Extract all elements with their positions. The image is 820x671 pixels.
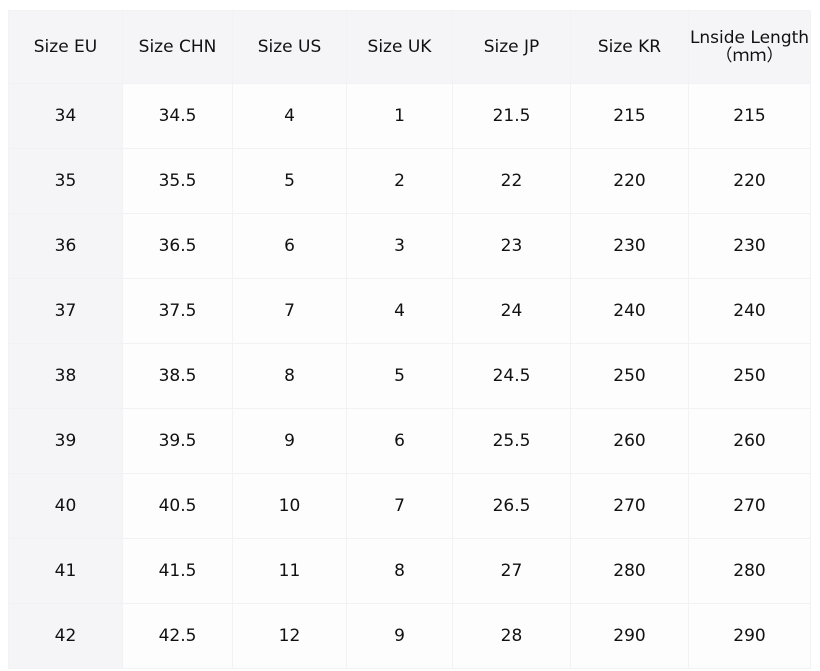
table-cell: 290 (688, 603, 811, 669)
table-cell: 42.5 (122, 603, 233, 669)
table-cell: 36.5 (122, 213, 233, 279)
header-inside-length-label: Lnside Length (689, 28, 810, 48)
table-cell: 220 (688, 148, 811, 214)
table-cell: 260 (688, 408, 811, 474)
table-cell: 215 (688, 83, 811, 149)
table-cell: 11 (232, 538, 347, 604)
table-cell: 250 (688, 343, 811, 409)
table-cell: 40 (8, 473, 123, 539)
table-cell: 9 (232, 408, 347, 474)
table-cell: 7 (346, 473, 453, 539)
table-cell: 9 (346, 603, 453, 669)
table-cell: 8 (232, 343, 347, 409)
table-cell: 28 (452, 603, 571, 669)
table-cell: 12 (232, 603, 347, 669)
table-cell: 250 (570, 343, 689, 409)
table-cell: 280 (688, 538, 811, 604)
table-cell: 4 (232, 83, 347, 149)
table-cell: 25.5 (452, 408, 571, 474)
table-cell: 38.5 (122, 343, 233, 409)
table-cell: 27 (452, 538, 571, 604)
table-cell: 290 (570, 603, 689, 669)
header-size-us: Size US (232, 10, 347, 84)
table-cell: 39 (8, 408, 123, 474)
table-cell: 37 (8, 278, 123, 344)
header-inside-length-unit: （ｍｍ） (715, 46, 784, 66)
table-cell: 38 (8, 343, 123, 409)
header-size-chn: Size CHN (122, 10, 233, 84)
table-cell: 41.5 (122, 538, 233, 604)
table-row: 36 36.5 6 3 23 230 230 (8, 213, 811, 279)
table-cell: 1 (346, 83, 453, 149)
table-row: 37 37.5 7 4 24 240 240 (8, 278, 811, 344)
table-cell: 270 (570, 473, 689, 539)
table-cell: 34.5 (122, 83, 233, 149)
table-cell: 230 (688, 213, 811, 279)
table-cell: 240 (688, 278, 811, 344)
header-row: Size EU Size CHN Size US Size UK Size JP… (8, 10, 811, 84)
table-cell: 2 (346, 148, 453, 214)
table-cell: 42 (8, 603, 123, 669)
table-cell: 22 (452, 148, 571, 214)
table-cell: 270 (688, 473, 811, 539)
table-cell: 8 (346, 538, 453, 604)
table-cell: 280 (570, 538, 689, 604)
table-cell: 35.5 (122, 148, 233, 214)
table-row: 42 42.5 12 9 28 290 290 (8, 603, 811, 669)
table-cell: 26.5 (452, 473, 571, 539)
table-cell: 5 (346, 343, 453, 409)
table-row: 35 35.5 5 2 22 220 220 (8, 148, 811, 214)
table-cell: 220 (570, 148, 689, 214)
table-cell: 6 (346, 408, 453, 474)
table-cell: 240 (570, 278, 689, 344)
table-cell: 215 (570, 83, 689, 149)
table-cell: 24.5 (452, 343, 571, 409)
table-cell: 6 (232, 213, 347, 279)
table-row: 39 39.5 9 6 25.5 260 260 (8, 408, 811, 474)
table-row: 38 38.5 8 5 24.5 250 250 (8, 343, 811, 409)
table-cell: 35 (8, 148, 123, 214)
table-row: 40 40.5 10 7 26.5 270 270 (8, 473, 811, 539)
table-cell: 24 (452, 278, 571, 344)
header-size-uk: Size UK (346, 10, 453, 84)
table-row: 41 41.5 11 8 27 280 280 (8, 538, 811, 604)
header-size-jp: Size JP (452, 10, 571, 84)
table-cell: 36 (8, 213, 123, 279)
table-cell: 3 (346, 213, 453, 279)
table-cell: 21.5 (452, 83, 571, 149)
table-cell: 260 (570, 408, 689, 474)
header-size-kr: Size KR (570, 10, 689, 84)
table-cell: 39.5 (122, 408, 233, 474)
table-cell: 23 (452, 213, 571, 279)
table-cell: 34 (8, 83, 123, 149)
header-inside-length: Lnside Length （ｍｍ） (688, 10, 811, 84)
table-row: 34 34.5 4 1 21.5 215 215 (8, 83, 811, 149)
table-cell: 4 (346, 278, 453, 344)
table-cell: 37.5 (122, 278, 233, 344)
table-cell: 10 (232, 473, 347, 539)
size-chart-table: Size EU Size CHN Size US Size UK Size JP… (8, 10, 811, 669)
table-cell: 40.5 (122, 473, 233, 539)
table-cell: 230 (570, 213, 689, 279)
header-size-eu: Size EU (8, 10, 123, 84)
table-cell: 7 (232, 278, 347, 344)
table-cell: 41 (8, 538, 123, 604)
table-cell: 5 (232, 148, 347, 214)
